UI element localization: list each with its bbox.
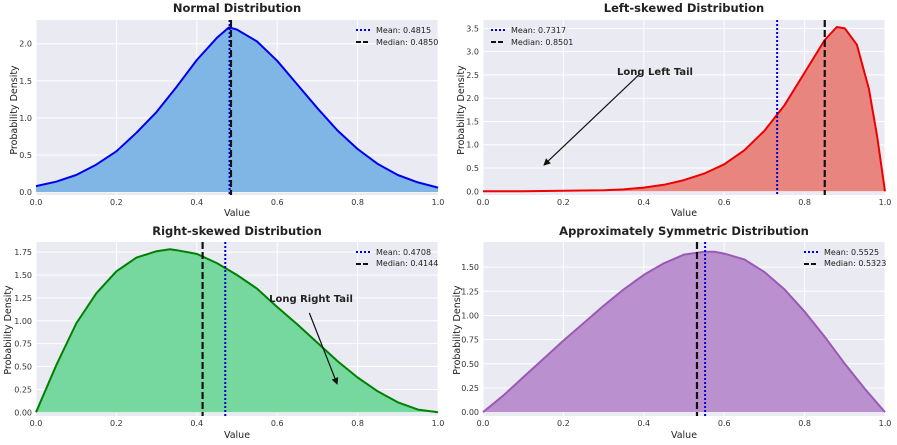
x-tick-label: 0.2	[110, 419, 123, 428]
chart-title: Approximately Symmetric Distribution	[559, 224, 809, 238]
y-tick-label: 1.0	[19, 114, 32, 123]
density-line	[35, 26, 439, 189]
x-tick-label: 0.6	[718, 419, 731, 428]
y-tick-label: 0.75	[14, 340, 32, 349]
x-tick-label: 0.2	[557, 198, 570, 207]
density-fill	[483, 27, 885, 192]
density-line	[35, 248, 439, 414]
density-fill	[483, 251, 885, 413]
chart-title: Left-skewed Distribution	[604, 1, 764, 15]
x-tick-label: 0.2	[110, 198, 123, 207]
x-tick-label: 1.0	[879, 198, 892, 207]
x-axis-label: Value	[671, 208, 697, 219]
annotation-arrowhead	[331, 377, 339, 385]
x-tick-label: 0.6	[271, 419, 284, 428]
y-tick-label: 0.50	[461, 360, 479, 369]
x-axis-label: Value	[224, 208, 250, 219]
x-tick-label: 0.6	[718, 198, 731, 207]
y-tick-label: 0.25	[14, 385, 32, 394]
chart-title: Right-skewed Distribution	[152, 224, 322, 238]
legend-mean-label: Mean: 0.4708	[376, 248, 431, 257]
legend-median-label: Median: 0.4144	[376, 259, 438, 268]
x-tick-label: 0.0	[477, 198, 490, 207]
chart-title: Normal Distribution	[173, 1, 301, 15]
density-line	[483, 26, 886, 193]
y-tick-label: 1.50	[461, 263, 479, 272]
density-line	[482, 250, 886, 413]
y-tick-label: 3.5	[466, 24, 479, 33]
x-tick-label: 0.0	[30, 419, 43, 428]
y-tick-label: 0.25	[461, 384, 479, 393]
legend-median-label: Median: 0.8501	[511, 38, 573, 47]
y-tick-label: 2.5	[466, 71, 479, 80]
y-tick-label: 1.00	[461, 311, 479, 320]
x-tick-label: 0.6	[271, 198, 284, 207]
y-axis-label: Probability Density	[452, 285, 463, 375]
legend-mean-label: Mean: 0.5525	[824, 248, 879, 257]
x-tick-label: 0.0	[477, 419, 490, 428]
x-axis-label: Value	[671, 430, 697, 441]
y-tick-label: 1.5	[19, 77, 32, 86]
plot-layer: 0.0 0.2 0.4 0.6 0.8 1.0 0.0 0.5 1.0 1.5 2.0 2.5 3.0 3…	[466, 20, 891, 207]
panel-normal-distribution: 0.0 0.2 0.4 0.6 0.8 1.0 0.0 0.5 1.0 1.5 2.0 Normal …	[9, 1, 444, 219]
x-tick-label: 0.8	[351, 419, 364, 428]
x-tick-label: 0.8	[351, 198, 364, 207]
legend-mean-label: Mean: 0.4815	[376, 26, 431, 35]
x-tick-label: 0.8	[798, 198, 811, 207]
x-tick-label: 1.0	[432, 198, 445, 207]
panel-approximately-symmetric-distribution: 0.0 0.2 0.4 0.6 0.8 1.0 0.00 0.25 0.50 0.75 1.00 1.…	[452, 224, 891, 441]
y-tick-label: 0.0	[19, 188, 32, 197]
plot-layer: 0.0 0.2 0.4 0.6 0.8 1.0 0.00 0.25 0.50 0.75 1.00 1.…	[14, 242, 444, 428]
y-tick-label: 0.5	[466, 164, 479, 173]
legend-median-label: Median: 0.4850	[376, 38, 438, 47]
density-fill	[36, 27, 438, 193]
x-tick-label: 0.4	[637, 419, 650, 428]
y-tick-label: 1.5	[466, 117, 479, 126]
x-tick-label: 0.8	[798, 419, 811, 428]
x-tick-label: 0.4	[637, 198, 650, 207]
y-tick-label: 0.0	[466, 187, 479, 196]
annotation-label: Long Right Tail	[269, 294, 353, 305]
density-fill	[36, 249, 438, 413]
y-tick-label: 1.50	[14, 271, 32, 280]
x-tick-label: 1.0	[432, 419, 445, 428]
x-tick-label: 0.4	[190, 419, 203, 428]
y-tick-label: 2.0	[19, 40, 32, 49]
panel-right-skewed-distribution: 0.0 0.2 0.4 0.6 0.8 1.0 0.00 0.25 0.50 0.75 1.00 1.…	[3, 224, 444, 441]
y-tick-label: 0.00	[14, 408, 32, 417]
x-tick-label: 0.4	[190, 198, 203, 207]
plot-layer: 0.0 0.2 0.4 0.6 0.8 1.0 0.00 0.25 0.50 0.75 1.00 1.…	[461, 242, 891, 428]
y-tick-label: 0.00	[461, 408, 479, 417]
y-tick-label: 1.25	[14, 294, 32, 303]
annotation-arrowhead	[543, 158, 551, 166]
annotation-arrow	[547, 73, 641, 162]
y-tick-label: 0.5	[19, 151, 32, 160]
legend-median-label: Median: 0.5323	[824, 259, 886, 268]
y-tick-label: 1.00	[14, 317, 32, 326]
y-tick-label: 1.25	[461, 287, 479, 296]
x-tick-label: 0.0	[30, 198, 43, 207]
x-axis-label: Value	[224, 430, 250, 441]
y-axis-label: Probability Density	[9, 65, 20, 155]
x-tick-label: 1.0	[879, 419, 892, 428]
panel-left-skewed-distribution: 0.0 0.2 0.4 0.6 0.8 1.0 0.0 0.5 1.0 1.5 2.0 2.5 3.0 3…	[456, 1, 891, 219]
annotation-arrow	[308, 312, 336, 379]
legend-mean-label: Mean: 0.7317	[511, 26, 566, 35]
y-tick-label: 2.0	[466, 94, 479, 103]
y-axis-label: Probability Density	[456, 65, 467, 155]
y-tick-label: 0.75	[461, 336, 479, 345]
y-tick-label: 3.0	[466, 48, 479, 57]
plot-layer: 0.0 0.2 0.4 0.6 0.8 1.0 0.0 0.5 1.0 1.5 2.0	[19, 20, 444, 207]
y-tick-label: 0.50	[14, 363, 32, 372]
annotation-label: Long Left Tail	[617, 67, 693, 78]
y-tick-label: 1.75	[14, 248, 32, 257]
x-tick-label: 0.2	[557, 419, 570, 428]
y-axis-label: Probability Density	[3, 285, 14, 375]
y-tick-label: 1.0	[466, 141, 479, 150]
